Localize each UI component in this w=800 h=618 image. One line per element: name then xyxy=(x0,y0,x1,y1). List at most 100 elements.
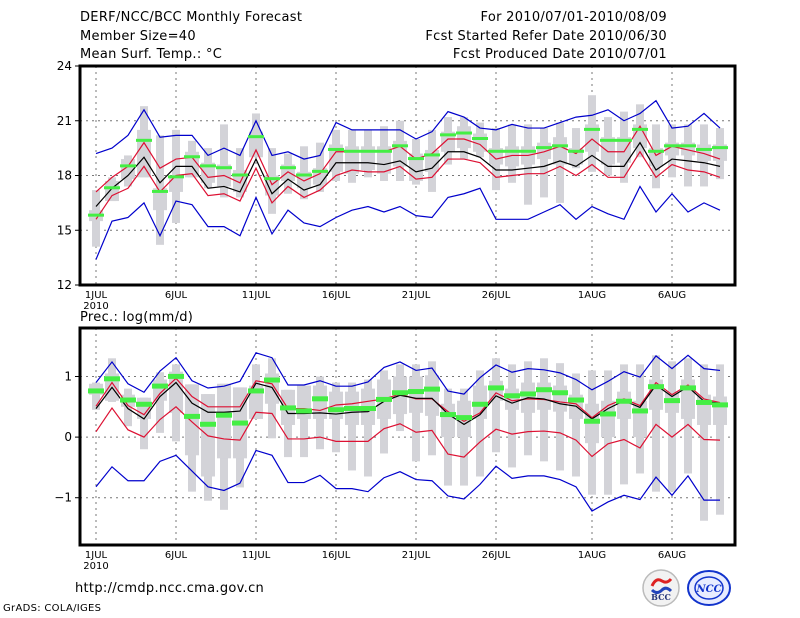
y-tick-label: 24 xyxy=(57,59,72,73)
iqr-box xyxy=(537,382,551,410)
iqr-box xyxy=(617,137,631,163)
median-marker xyxy=(232,420,248,426)
bcc-logo-text: BCC xyxy=(651,592,671,602)
iqr-box xyxy=(409,376,423,413)
median-marker xyxy=(568,397,584,403)
median-marker xyxy=(648,384,664,390)
plot-frame xyxy=(78,326,737,547)
iqr-box xyxy=(137,129,151,178)
precip-panel-label: Prec.: log(mm/d) xyxy=(80,310,194,325)
x-tick-label: 11JUL xyxy=(242,550,271,561)
x-tick-label: 6AUG xyxy=(658,550,686,561)
median-marker xyxy=(456,131,472,135)
x-tick-label: 21JUL xyxy=(402,550,431,561)
median-marker xyxy=(184,155,200,159)
whisker-bar xyxy=(668,361,676,492)
median-marker xyxy=(552,390,568,396)
median-marker xyxy=(440,133,456,137)
iqr-box xyxy=(345,146,359,174)
ncc-logo: NCC xyxy=(687,570,731,606)
median-marker xyxy=(264,377,280,383)
ensemble-mean-line xyxy=(95,381,721,426)
iqr-box xyxy=(425,375,439,416)
median-marker xyxy=(440,412,456,418)
median-marker xyxy=(216,412,232,418)
whisker-bar xyxy=(316,142,324,192)
whisker-bar xyxy=(140,397,148,450)
median-marker xyxy=(376,149,392,153)
median-marker xyxy=(248,135,264,139)
y-tick-label: −1 xyxy=(54,491,72,505)
median-marker xyxy=(184,413,200,419)
median-marker xyxy=(88,388,104,394)
ncc-logo-text: NCC xyxy=(695,584,721,595)
iqr-box xyxy=(649,379,663,410)
median-marker xyxy=(120,164,136,168)
max-line xyxy=(95,99,721,160)
whisker-bar xyxy=(348,382,356,471)
median-marker xyxy=(520,149,536,153)
iqr-box xyxy=(249,385,263,419)
median-marker xyxy=(232,173,248,177)
median-marker xyxy=(616,138,632,142)
median-marker xyxy=(456,415,472,421)
median-marker xyxy=(568,149,584,153)
median-marker xyxy=(376,396,392,402)
median-marker xyxy=(280,166,296,170)
median-marker xyxy=(536,387,552,393)
median-marker xyxy=(296,408,312,414)
iqr-box xyxy=(585,124,599,152)
median-marker xyxy=(392,390,408,396)
median-marker xyxy=(152,383,168,389)
x-tick-label: 6JUL xyxy=(165,290,188,301)
median-marker xyxy=(360,149,376,153)
whisker-bar xyxy=(492,358,500,453)
median-marker xyxy=(136,138,152,142)
iqr-box xyxy=(457,126,471,149)
x-tick-label: 6AUG xyxy=(658,290,686,301)
median-marker xyxy=(344,149,360,153)
median-marker xyxy=(536,146,552,150)
x-tick-year: 2010 xyxy=(83,561,108,572)
median-marker xyxy=(136,401,152,407)
median-marker xyxy=(248,388,264,394)
source-url[interactable]: http://cmdp.ncc.cma.gov.cn xyxy=(75,581,265,596)
forecast-period: For 2010/07/01-2010/08/09 xyxy=(480,10,667,25)
median-marker xyxy=(424,386,440,392)
median-marker xyxy=(344,406,360,412)
min-line xyxy=(95,185,721,260)
x-tick-label: 1AUG xyxy=(578,290,606,301)
median-marker xyxy=(696,399,712,405)
chart-title: DERF/NCC/BCC Monthly Forecast xyxy=(80,10,303,25)
min-line xyxy=(95,449,720,512)
iqr-box xyxy=(601,137,615,165)
median-marker xyxy=(584,418,600,424)
median-marker xyxy=(584,127,600,131)
median-marker xyxy=(424,153,440,157)
iqr-box xyxy=(185,384,199,456)
lower-spread-line xyxy=(95,150,721,220)
whisker-bar xyxy=(220,124,228,198)
median-marker xyxy=(712,402,728,408)
median-marker xyxy=(408,389,424,395)
median-marker xyxy=(616,398,632,404)
median-marker xyxy=(312,396,328,402)
iqr-box xyxy=(441,131,455,152)
median-marker xyxy=(392,144,408,148)
median-marker xyxy=(216,166,232,170)
iqr-box xyxy=(713,396,727,425)
y-tick-label: 15 xyxy=(57,223,72,237)
median-marker xyxy=(696,147,712,151)
y-tick-label: 12 xyxy=(57,278,72,292)
whisker-bar xyxy=(620,364,628,485)
median-marker xyxy=(328,147,344,151)
median-marker xyxy=(632,408,648,414)
forecast-produced-date: Fcst Produced Date 2010/07/01 xyxy=(452,47,667,62)
max-line xyxy=(95,352,721,395)
iqr-box xyxy=(153,188,167,211)
x-tick-label: 16JUL xyxy=(322,550,351,561)
whisker-bar xyxy=(700,364,708,521)
median-marker xyxy=(472,401,488,407)
median-marker xyxy=(152,189,168,193)
